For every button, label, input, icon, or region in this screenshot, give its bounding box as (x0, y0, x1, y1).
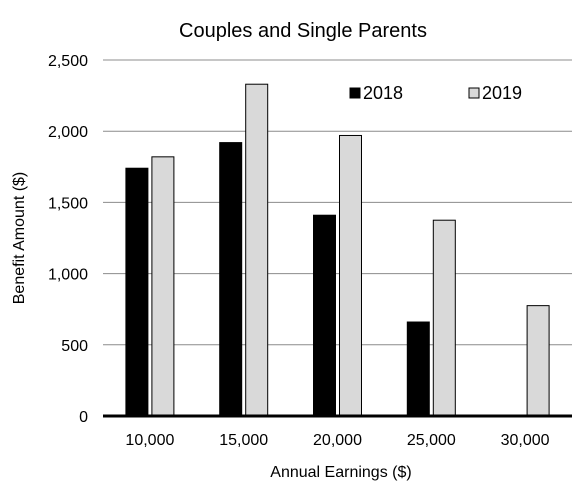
legend: 2018 2019 (349, 83, 522, 103)
x-tick-label: 10,000 (125, 432, 174, 449)
bar-2019 (526, 305, 550, 417)
x-tick-label: 20,000 (313, 432, 362, 449)
chart-title: Couples and Single Parents (179, 20, 427, 42)
bar-2019 (245, 83, 269, 417)
legend-swatch-2018 (349, 87, 361, 99)
y-tick-labels: 0 500 1,000 1,500 2,000 2,500 (48, 53, 88, 426)
y-tick-label: 500 (61, 338, 88, 355)
bar-2019 (432, 219, 456, 417)
bar-2018 (219, 142, 243, 417)
bars (125, 83, 550, 417)
legend-swatch-2019 (468, 87, 480, 99)
x-tick-label: 15,000 (219, 432, 268, 449)
bar-2018 (406, 321, 430, 417)
gridlines (103, 59, 572, 346)
x-tick-labels: 10,000 15,000 20,000 25,000 30,000 (125, 432, 549, 449)
y-tick-label: 0 (79, 409, 88, 426)
x-tick-label: 30,000 (501, 432, 550, 449)
bar-2018 (313, 214, 336, 417)
legend-label-2018: 2018 (363, 83, 403, 103)
y-axis-label: Benefit Amount ($) (11, 172, 28, 305)
bar-2019 (151, 156, 175, 417)
y-tick-label: 1,500 (48, 195, 88, 212)
bar-2018 (125, 167, 149, 417)
y-tick-label: 2,000 (48, 124, 88, 141)
x-tick-label: 25,000 (407, 432, 456, 449)
y-tick-label: 1,000 (48, 267, 88, 284)
y-tick-label: 2,500 (48, 53, 88, 70)
bar-2019 (339, 134, 362, 417)
legend-label-2019: 2019 (482, 83, 522, 103)
x-axis-label: Annual Earnings ($) (270, 464, 411, 481)
